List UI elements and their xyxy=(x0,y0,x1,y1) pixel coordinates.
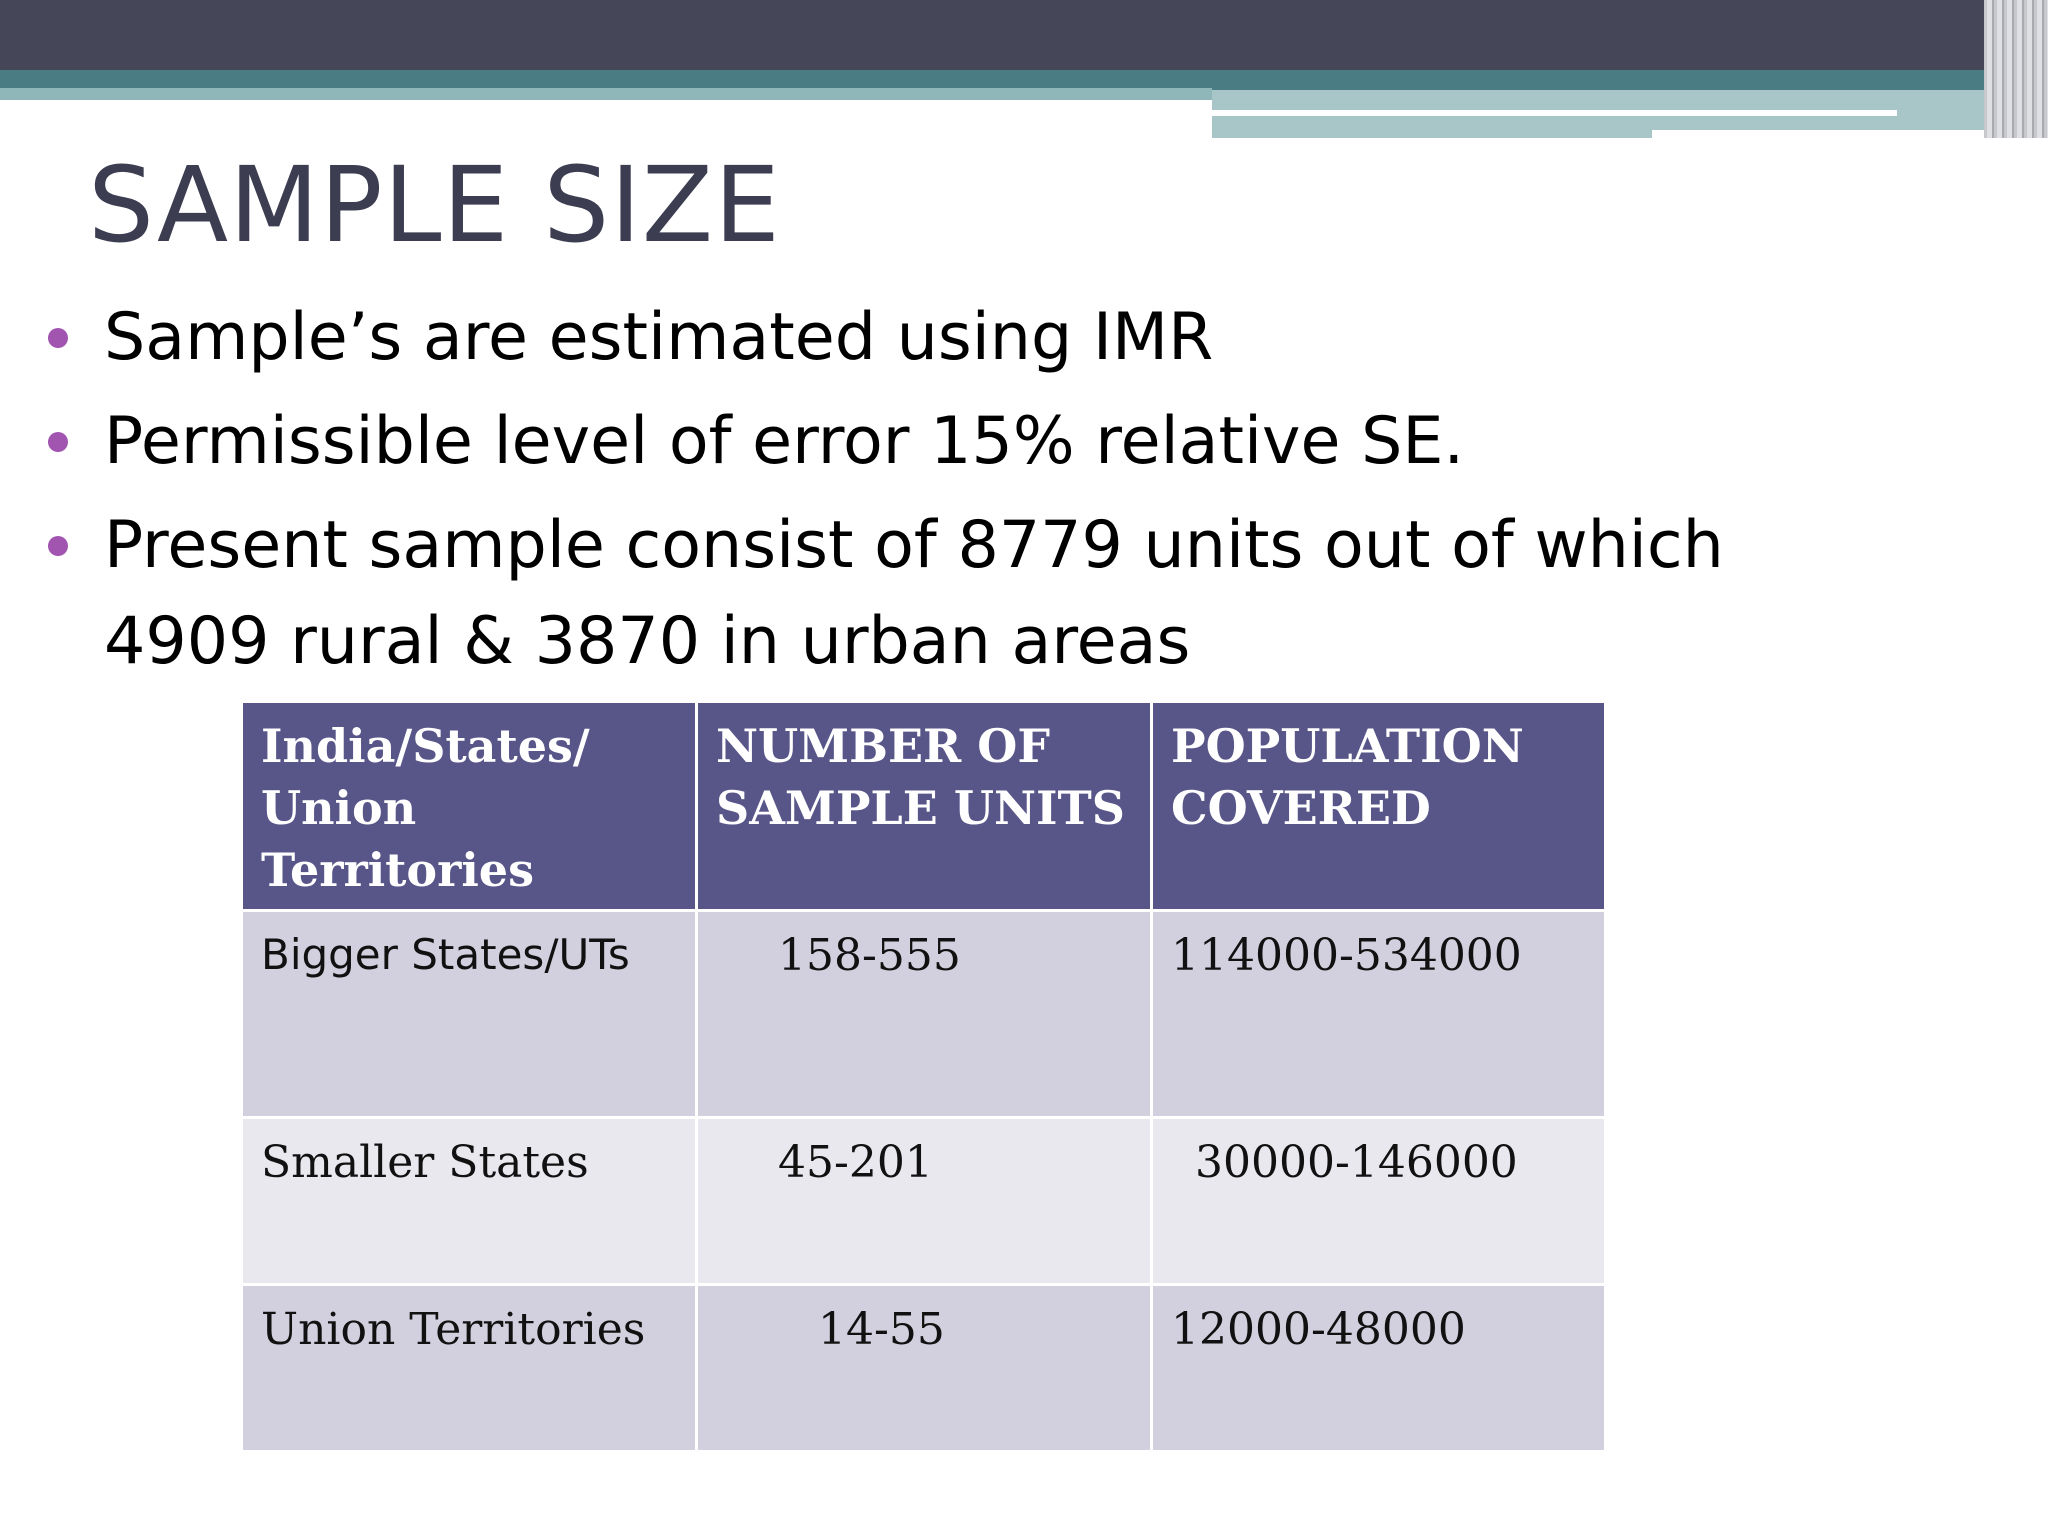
table-row: Union Territories 14-55 12000-48000 xyxy=(240,1283,1607,1453)
table-cell-sample-units: 158-555 xyxy=(695,909,1153,1119)
header-bar-teal-light xyxy=(0,88,1212,100)
table-row: Bigger States/UTs 158-555 114000-534000 xyxy=(240,909,1607,1119)
table-header-region: India/States/ Union Territories xyxy=(240,700,698,912)
bullet-text: Sample’s are estimated using IMR xyxy=(104,300,1214,375)
slide-title: SAMPLE SIZE xyxy=(88,144,781,266)
table-header-sample-units: NUMBER OF SAMPLE UNITS xyxy=(695,700,1153,912)
bullet-dot-icon xyxy=(48,536,68,556)
header-line xyxy=(1212,110,1897,116)
table-cell-region: Union Territories xyxy=(240,1283,698,1453)
header-stripes xyxy=(1984,0,2048,138)
bullet-item: Present sample consist of 8779 units out… xyxy=(40,498,1784,690)
table-cell-sample-units: 14-55 xyxy=(695,1283,1153,1453)
table-cell-region: Bigger States/UTs xyxy=(240,909,698,1119)
table-header-population: POPULATION COVERED xyxy=(1150,700,1607,912)
table-cell-population: 30000-146000 xyxy=(1150,1116,1607,1286)
table-row: Smaller States 45-201 30000-146000 xyxy=(240,1116,1607,1286)
bullet-dot-icon xyxy=(48,328,68,348)
table-header-row: India/States/ Union Territories NUMBER O… xyxy=(240,700,1607,912)
header-bar-dark xyxy=(0,0,2048,70)
sample-size-table: India/States/ Union Territories NUMBER O… xyxy=(240,700,1607,1453)
table-cell-sample-units: 45-201 xyxy=(695,1116,1153,1286)
header-line-2 xyxy=(1652,130,2048,138)
bullet-dot-icon xyxy=(48,432,68,452)
bullet-item: Permissible level of error 15% relative … xyxy=(40,394,1940,490)
bullet-list: Sample’s are estimated using IMR Permiss… xyxy=(40,290,1940,698)
table-cell-population: 12000-48000 xyxy=(1150,1283,1607,1453)
table-cell-population: 114000-534000 xyxy=(1150,909,1607,1119)
bullet-text: Present sample consist of 8779 units out… xyxy=(104,508,1724,679)
header-bar-teal xyxy=(0,70,2048,90)
table-cell-region: Smaller States xyxy=(240,1116,698,1286)
bullet-item: Sample’s are estimated using IMR xyxy=(40,290,1940,386)
bullet-text: Permissible level of error 15% relative … xyxy=(104,404,1465,479)
